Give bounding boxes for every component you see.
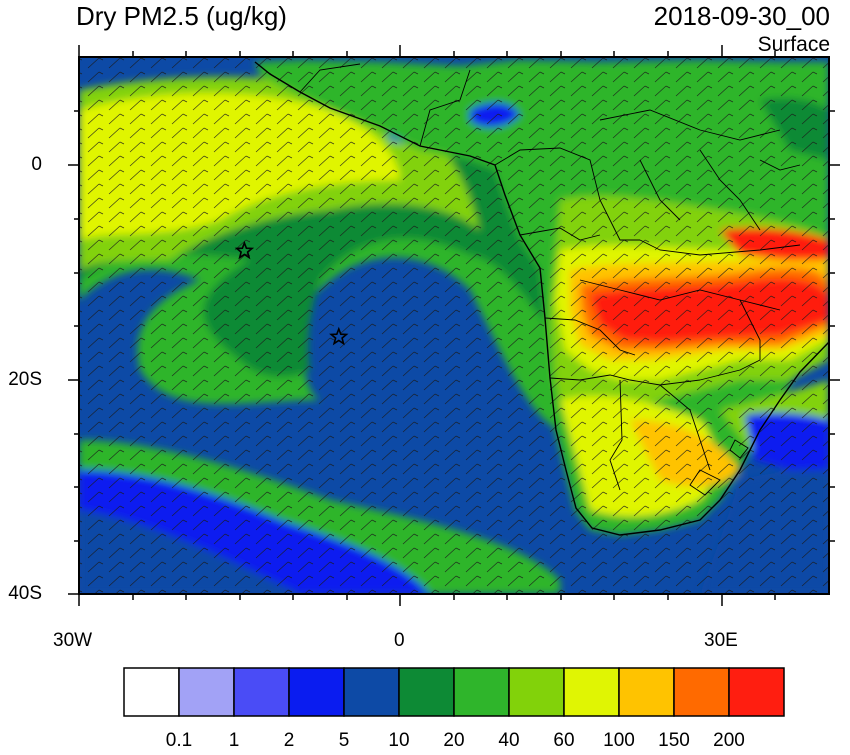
colorbar-swatch xyxy=(288,667,345,717)
lat-tick-label: 40S xyxy=(8,583,42,604)
colorbar-label: 60 xyxy=(553,730,575,751)
colorbar xyxy=(123,667,785,717)
colorbar-label: 200 xyxy=(713,730,745,751)
lat-tick-label: 0 xyxy=(31,154,42,175)
level-label: Surface xyxy=(757,33,830,56)
colorbar-label: 100 xyxy=(603,730,635,751)
marker-layer xyxy=(234,240,349,346)
colorbar-swatch xyxy=(123,667,180,717)
colorbar-swatch xyxy=(178,667,235,717)
lon-tick-label: 0 xyxy=(394,630,405,651)
colorbar-swatch xyxy=(343,667,400,717)
coastline xyxy=(254,61,829,536)
colorbar-swatch xyxy=(453,667,510,717)
colorbar-swatch xyxy=(398,667,455,717)
lon-tick-label: 30E xyxy=(704,630,738,651)
colorbar-swatch xyxy=(508,667,565,717)
colorbar-label: 40 xyxy=(498,730,520,751)
lon-tick-label: 30W xyxy=(53,630,93,651)
colorbar-swatch xyxy=(563,667,620,717)
colorbar-label: 2 xyxy=(283,730,295,751)
colorbar-swatch xyxy=(233,667,290,717)
star-marker xyxy=(234,240,255,260)
plot-title: Dry PM2.5 (ug/kg) xyxy=(76,1,287,31)
star-marker xyxy=(329,326,349,346)
colorbar-label: 150 xyxy=(658,730,690,751)
colorbar-label: 1 xyxy=(228,730,240,751)
colorbar-label: 5 xyxy=(338,730,350,751)
colorbar-label: 20 xyxy=(443,730,465,751)
lat-tick-label: 20S xyxy=(8,369,42,390)
axis-ticks xyxy=(68,45,840,606)
colorbar-swatch xyxy=(673,667,730,717)
datetime-label: 2018-09-30_00 xyxy=(653,1,830,31)
pm25-field xyxy=(79,57,829,594)
colorbar-label: 0.1 xyxy=(165,730,193,751)
country-borders xyxy=(299,63,801,496)
colorbar-swatch xyxy=(618,667,675,717)
colorbar-label: 10 xyxy=(388,730,410,751)
colorbar-swatch xyxy=(728,667,785,717)
